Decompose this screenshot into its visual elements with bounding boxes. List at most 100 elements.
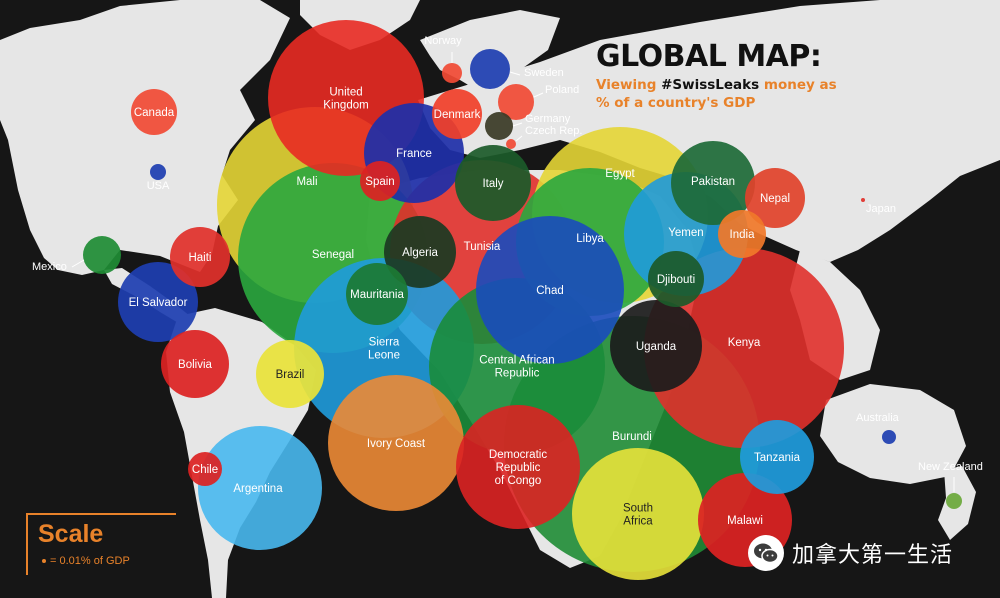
label-usa: USA (147, 180, 170, 192)
scale-legend: Scale = 0.01% of GDP (26, 513, 176, 575)
subtitle-line-2: % of a country's GDP (596, 95, 756, 111)
scale-heading: Scale (38, 520, 104, 548)
bubble-tanzania (740, 420, 814, 494)
map-subtitle: Viewing #SwissLeaks money as % of a coun… (596, 76, 856, 112)
bubble-denmark (432, 89, 482, 139)
scale-dot-icon (42, 559, 46, 563)
label-yemen: Yemen (668, 227, 703, 239)
label-japan: Japan (866, 203, 896, 215)
label-brazil: Brazil (276, 369, 305, 381)
map-title-block: GLOBAL MAP: Viewing #SwissLeaks money as… (596, 40, 856, 112)
label-burundi: Burundi (612, 431, 652, 443)
bubble-bolivia (161, 330, 229, 398)
label-india: India (730, 229, 756, 241)
bubble-czech-rep (506, 139, 516, 149)
label-mali: Mali (296, 176, 317, 188)
bubble-spain (360, 161, 400, 201)
bubble-haiti (170, 227, 230, 287)
label-new-zealand: New Zealand (918, 461, 983, 473)
label-tanzania: Tanzania (754, 452, 801, 464)
label-sierra-leone: Sierra Leone (368, 337, 400, 362)
label-ivory-coast: Ivory Coast (367, 438, 426, 450)
bubble-new-zealand (946, 493, 962, 509)
label-south-africa: South Africa (623, 503, 653, 528)
bubbles-layer: Burundi Kenya Mali Senegal Tunisia Egypt Libya… (32, 20, 983, 580)
scale-legend-text: = 0.01% of GDP (50, 555, 130, 567)
bubble-poland (498, 84, 534, 120)
label-sweden: Sweden (524, 67, 564, 79)
bubble-canada (131, 89, 177, 135)
bubble-uganda (610, 300, 702, 392)
scale-row: = 0.01% of GDP (42, 555, 176, 567)
label-djibouti: Djibouti (657, 274, 695, 286)
label-democratic-republic-of-congo: Democratic Republic of Congo (489, 449, 547, 487)
bubble-algeria (384, 216, 456, 288)
leader-line-poland (533, 92, 544, 98)
watermark: 加拿大第一生活 (748, 535, 953, 571)
label-denmark: Denmark (434, 109, 481, 121)
label-poland: Poland (545, 84, 579, 96)
bubble-japan (861, 198, 865, 202)
subtitle-prefix: Viewing (596, 77, 657, 93)
bubble-india (718, 210, 766, 258)
japan-islands (876, 140, 914, 194)
bubble-pakistan (671, 141, 755, 225)
label-bolivia: Bolivia (178, 359, 212, 371)
bubble-australia (882, 430, 896, 444)
bubble-south-africa (572, 448, 704, 580)
label-united-kingdom: United Kingdom (323, 87, 368, 112)
label-senegal: Senegal (312, 249, 354, 261)
wechat-icon (748, 535, 784, 571)
label-germany: Germany (525, 113, 571, 125)
bubble-mexico (83, 236, 121, 274)
label-central-african-republic: Central African Republic (479, 355, 554, 380)
label-mexico: Mexico (32, 261, 67, 273)
label-italy: Italy (482, 178, 503, 190)
label-tunisia: Tunisia (464, 241, 501, 253)
label-norway: Norway (424, 35, 462, 47)
label-chile: Chile (192, 464, 218, 476)
bubble-brazil (256, 340, 324, 408)
label-libya: Libya (576, 233, 604, 245)
bubble-germany (485, 112, 513, 140)
leader-line-czech-rep (515, 135, 523, 142)
bubble-djibouti (648, 251, 704, 307)
eurasia (418, 0, 1000, 262)
label-czech-rep: Czech Rep. (525, 125, 582, 137)
bubble-chile (188, 452, 222, 486)
label-egypt: Egypt (605, 168, 635, 180)
label-spain: Spain (365, 176, 394, 188)
bubble-usa (150, 164, 166, 180)
subtitle-suffix: money as (763, 77, 837, 93)
bubble-el-salvador (118, 262, 198, 342)
leader-line-germany (512, 122, 523, 127)
label-haiti: Haiti (188, 252, 211, 264)
label-pakistan: Pakistan (691, 176, 735, 188)
bubble-mauritania (346, 263, 408, 325)
label-kenya: Kenya (728, 337, 761, 349)
label-algeria: Algeria (402, 247, 438, 259)
label-malawi: Malawi (727, 515, 763, 527)
bubble-democratic-republic-of-congo (456, 405, 580, 529)
leader-line-sweden (509, 71, 521, 76)
bubble-chad (476, 216, 624, 364)
bubble-italy (455, 145, 531, 221)
label-argentina: Argentina (233, 483, 283, 495)
bubble-nepal (745, 168, 805, 228)
leader-line-mexico (71, 259, 85, 268)
label-uganda: Uganda (636, 341, 677, 353)
map-title: GLOBAL MAP: (596, 39, 822, 74)
label-chad: Chad (536, 285, 564, 297)
label-el-salvador: El Salvador (129, 297, 188, 309)
bubble-ivory-coast (328, 375, 464, 511)
bubble-argentina (198, 426, 322, 550)
label-mauritania: Mauritania (350, 289, 404, 301)
bubble-sweden (470, 49, 510, 89)
label-australia: Australia (856, 412, 900, 424)
watermark-text: 加拿大第一生活 (792, 543, 954, 568)
label-nepal: Nepal (760, 193, 790, 205)
label-canada: Canada (134, 107, 175, 119)
label-france: France (396, 148, 432, 160)
